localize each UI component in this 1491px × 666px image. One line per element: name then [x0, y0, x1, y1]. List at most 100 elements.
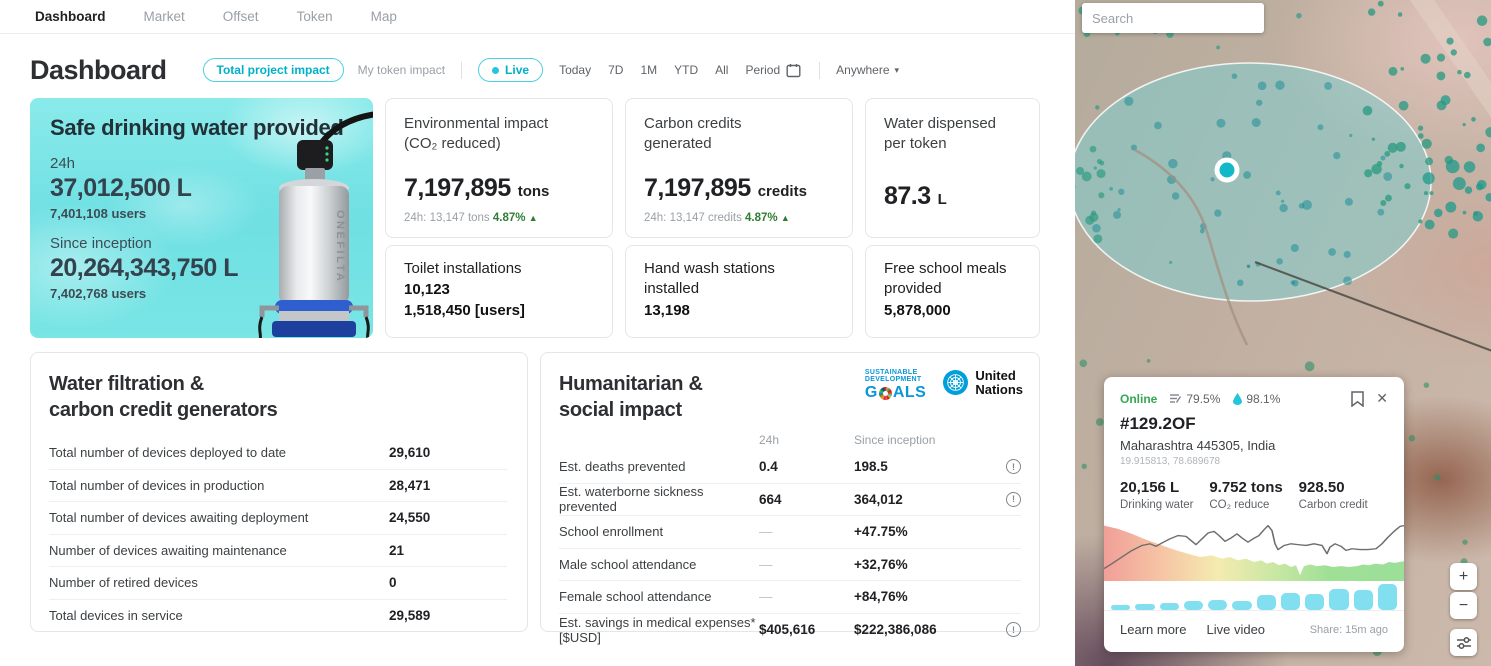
sparkline-bar	[1280, 592, 1300, 610]
stat-card-environmental-impact: Environmental impact (CO₂ reduced) 7,197,…	[385, 98, 613, 238]
stat-value: 9.752 tons	[1209, 479, 1283, 496]
un-emblem-icon	[943, 370, 969, 396]
mini-title: Hand wash stations	[644, 260, 775, 277]
nav-item-map[interactable]: Map	[370, 9, 397, 24]
stat-subtext: 24h: 13,147 credits 4.87% ▲	[644, 212, 790, 224]
stat-title: Environmental impact (CO₂ reduced)	[404, 115, 549, 153]
mini-value: 13,198	[644, 301, 690, 319]
filter-1m[interactable]: 1M	[640, 63, 658, 77]
filter-ytd[interactable]: YTD	[674, 63, 699, 77]
stat-unit: credits	[757, 183, 807, 200]
sparkline-bar	[1305, 593, 1325, 610]
water-quality-metric: 98.1%	[1233, 392, 1280, 406]
water-drop-icon	[1233, 392, 1243, 405]
mini-value: 10,123	[404, 281, 450, 299]
sparkline-bar	[1135, 603, 1155, 610]
filter-today[interactable]: Today	[559, 63, 592, 77]
device-brand-label: ONEFILTA	[334, 210, 346, 283]
dashboard-panel: Dashboard Market Offset Token Map Dashbo…	[0, 0, 1075, 666]
stat-label: Drinking water	[1120, 499, 1194, 511]
sparkline-bar	[1353, 590, 1373, 610]
sparkline-bar	[1159, 602, 1179, 610]
stat-change: 4.87%	[745, 212, 778, 224]
hero-period-users: 7,401,108 users	[50, 206, 147, 221]
device-coordinates: 19.915813, 78.689678	[1120, 456, 1221, 467]
sparkline-bar	[1183, 601, 1203, 610]
share-timestamp: Share: 15m ago	[1309, 623, 1388, 636]
map-panel[interactable]: Online 79.5% 98.1%	[1075, 0, 1491, 666]
filter-live[interactable]: Live	[478, 58, 544, 82]
nav-item-dashboard[interactable]: Dashboard	[35, 9, 106, 24]
stat-title: Water dispensed per token	[884, 115, 997, 153]
info-icon[interactable]: !	[1006, 459, 1021, 475]
hero-period-label: 24h	[50, 155, 76, 172]
info-icon[interactable]: !	[1006, 622, 1021, 638]
map-road-light	[1134, 148, 1249, 346]
impact-table-title: Humanitarian & social impact	[559, 373, 703, 421]
nav-item-market[interactable]: Market	[143, 9, 185, 24]
table-row: Number of devices awaiting maintenance 21	[49, 535, 507, 567]
sdg-wheel-icon	[878, 386, 892, 400]
impact-table-header: 24h Since inception	[759, 433, 936, 447]
sparkline-bar	[1377, 583, 1397, 610]
nav-item-token[interactable]: Token	[296, 9, 333, 24]
sdg-logo: SUSTAINABLE DEVELOPMENT G ALS	[864, 369, 927, 401]
mini-card-toilet-installations: Toilet installations 10,123 1,518,450 [u…	[385, 245, 613, 338]
sparkline-bar	[1329, 588, 1349, 610]
device-info-card: Online 79.5% 98.1%	[1104, 377, 1404, 652]
tune-sliders-icon	[1456, 636, 1471, 649]
mini-title: Toilet installations	[404, 260, 522, 277]
divider	[819, 61, 821, 79]
filter-anywhere[interactable]: Anywhere ▾	[836, 63, 900, 77]
line-series	[1104, 524, 1404, 570]
hero-period-value: 37,012,500 L	[50, 174, 192, 202]
impact-table-card: SUSTAINABLE DEVELOPMENT G ALS	[540, 352, 1040, 645]
filter-period[interactable]: Period	[745, 63, 801, 78]
info-icon[interactable]: !	[1006, 491, 1021, 507]
devices-table: Total number of devices deployed to date…	[49, 437, 507, 632]
device-stats: 20,156 L Drinking water 9.752 tons CO₂ r…	[1104, 467, 1404, 511]
performance-chart	[1104, 519, 1404, 581]
nav-item-offset[interactable]: Offset	[222, 9, 259, 24]
filter-all[interactable]: All	[715, 63, 729, 77]
un-logo: United Nations	[942, 369, 1023, 396]
bookmark-icon[interactable]	[1351, 390, 1365, 407]
table-row: Est. waterborne sickness prevented 664 3…	[559, 484, 1021, 516]
zoom-in-button[interactable]: +	[1450, 563, 1477, 590]
stat-unit: tons	[517, 183, 550, 200]
hero-card-safe-drinking-water: Safe drinking water provided 24h 37,012,…	[30, 98, 373, 338]
table-row: Total number of devices awaiting deploym…	[49, 502, 507, 535]
stat-value: 7,197,895	[404, 174, 511, 202]
hero-title: Safe drinking water provided	[50, 115, 344, 140]
map-layers-button[interactable]	[1450, 629, 1477, 656]
sparkline-bar	[1111, 605, 1131, 610]
sparkline-bar	[1208, 600, 1228, 610]
stat-card-carbon-credits: Carbon credits generated 7,197,895 credit…	[625, 98, 853, 238]
sparkline-bars	[1104, 581, 1404, 610]
sparkline-bar	[1232, 601, 1252, 610]
sparkline-bar	[1256, 595, 1276, 610]
toggle-total-project-impact[interactable]: Total project impact	[202, 58, 344, 82]
learn-more-link[interactable]: Learn more	[1120, 622, 1187, 637]
map-marker[interactable]	[1214, 157, 1240, 183]
toggle-my-token-impact[interactable]: My token impact	[357, 63, 446, 77]
hero-inception-users: 7,402,768 users	[50, 286, 147, 301]
close-icon[interactable]: ✕	[1376, 390, 1388, 406]
stat-change: 4.87%	[492, 212, 526, 224]
mini-card-hand-wash-stations: Hand wash stations installed 13,198	[625, 245, 853, 338]
filter-7d[interactable]: 7D	[608, 63, 624, 77]
table-row: Total number of devices in production 28,…	[49, 470, 507, 502]
stat-value: 7,197,895	[644, 174, 751, 202]
search-input[interactable]	[1092, 10, 1268, 26]
stat-value: 20,156 L	[1120, 479, 1180, 496]
nav-divider	[0, 33, 1075, 34]
mini-value-2: 1,518,450 [users]	[404, 302, 525, 320]
live-video-link[interactable]: Live video	[1206, 622, 1266, 637]
divider	[461, 61, 463, 79]
map-road-dark	[1254, 260, 1491, 352]
stat-label: Carbon credit	[1298, 499, 1368, 511]
up-arrow-icon: ▲	[780, 213, 790, 223]
title-row: Dashboard Total project impact My token …	[30, 52, 899, 88]
zoom-out-button[interactable]: −	[1450, 592, 1477, 619]
